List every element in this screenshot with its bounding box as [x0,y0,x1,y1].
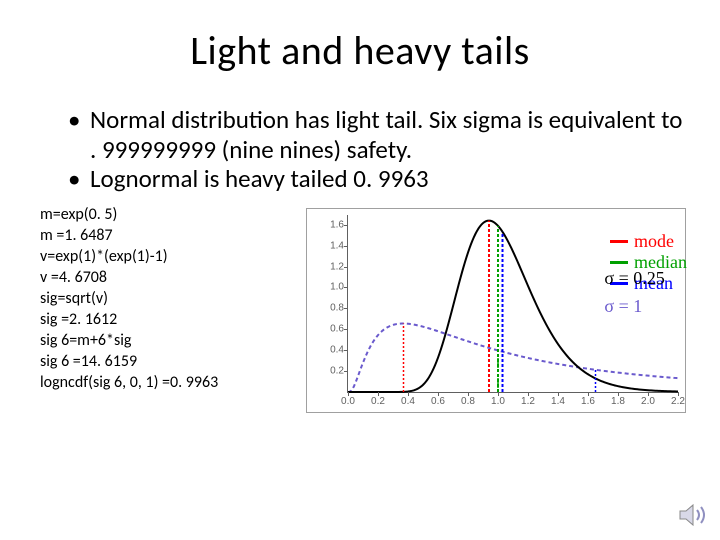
calc-line: m=exp(0. 5) [40,204,300,225]
bullet-list: • Normal distribution has light tail. Si… [68,105,684,194]
calc-line: v =4. 6708 [40,267,300,288]
x-tick-label: 0.4 [401,396,415,407]
x-tick-label: 1.8 [611,396,625,407]
calc-line: logncdf(sig 6, 0, 1) =0. 9963 [40,372,300,393]
lower-region: m=exp(0. 5) m =1. 6487 v=exp(1)*(exp(1)-… [36,204,684,413]
x-tick-label: 0.6 [431,396,445,407]
x-tick-label: 1.0 [491,396,505,407]
x-tick-label: 0.8 [461,396,475,407]
x-tick-label: 1.2 [521,396,535,407]
bullet-text: Lognormal is heavy tailed 0. 9963 [90,164,684,194]
y-tick-label: 1.2 [330,261,344,272]
y-tick-label: 1.0 [330,282,344,293]
sigma-annotation: σ = 0.25 [604,268,664,289]
calculation-block: m=exp(0. 5) m =1. 6487 v=exp(1)*(exp(1)-… [36,204,300,413]
bullet-item: • Normal distribution has light tail. Si… [68,105,684,164]
legend-item-mode: mode [610,231,687,252]
legend-swatch [610,261,628,264]
slide-title: Light and heavy tails [36,26,684,75]
y-tick-label: 1.4 [330,240,344,251]
legend-label: mode [634,231,674,252]
x-tick-label: 2.0 [641,396,655,407]
bullet-marker: • [68,164,90,194]
x-tick-label: 0.2 [371,396,385,407]
y-tick-label: 0.4 [330,344,344,355]
bullet-item: • Lognormal is heavy tailed 0. 9963 [68,164,684,194]
sigma-annotation: σ = 1 [604,296,642,317]
legend-swatch [610,240,628,243]
chart-frame: 0.2 0.4 0.6 0.8 1.0 1.2 1.4 1.6 0.0 0.2 0.4 0.6 0.8 1… [306,208,686,413]
y-tick-label: 0.6 [330,324,344,335]
slide-root: Light and heavy tails • Normal distribut… [0,0,720,540]
series-lognormal_sigma1 [348,323,678,391]
y-tick-label: 0.8 [330,303,344,314]
audio-icon[interactable] [678,501,712,534]
calc-line: sig =2. 1612 [40,309,300,330]
y-tick-label: 0.2 [330,365,344,376]
bullet-marker: • [68,105,90,164]
calc-line: v=exp(1)*(exp(1)-1) [40,246,300,267]
calc-line: sig 6=m+6*sig [40,330,300,351]
x-tick-label: 1.4 [551,396,565,407]
y-tick-label: 1.6 [330,219,344,230]
x-tick-label: 2.2 [671,396,685,407]
bullet-text: Normal distribution has light tail. Six … [90,105,684,164]
calc-line: sig 6 =14. 6159 [40,351,300,372]
x-tick-label: 0.0 [341,396,355,407]
chart-container: 0.2 0.4 0.6 0.8 1.0 1.2 1.4 1.6 0.0 0.2 0.4 0.6 0.8 1… [300,204,686,413]
x-tick-label: 1.6 [581,396,595,407]
calc-line: m =1. 6487 [40,225,300,246]
calc-line: sig=sqrt(v) [40,288,300,309]
